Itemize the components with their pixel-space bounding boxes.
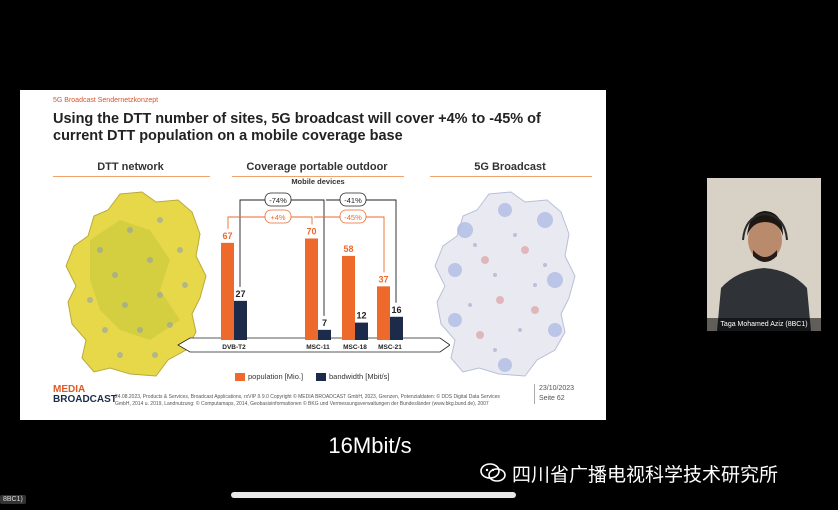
annotation-population-2: -45% [344, 213, 362, 222]
divider [53, 176, 210, 177]
footer-line-2: GmbH, 2014 u. 2019, Landnutzung: © Compu… [115, 401, 489, 407]
label-population-dvb-t2: 67 [222, 231, 232, 241]
slide-date: 23/10/2023 [539, 385, 575, 392]
slide-date-page: 23/10/2023 Seite 62 [534, 384, 574, 404]
wechat-watermark: 四川省广播电视科学技术研究所 [480, 460, 778, 489]
pill-bandwidth-1 [264, 192, 292, 207]
divider [430, 176, 592, 177]
bracket-population-2 [314, 216, 385, 273]
logo-bottom: BROADCAST [53, 394, 117, 405]
annotation-bandwidth-1: -74% [269, 196, 287, 205]
slide-page: Seite 62 [539, 395, 565, 402]
legend-bandwidth-label: bandwidth [Mbit/s] [329, 372, 390, 381]
label-bandwidth-dvb-t2: 27 [235, 289, 245, 299]
tick-dvb-t2: DVB-T2 [222, 344, 246, 351]
divider [232, 176, 404, 177]
pill-population-1 [264, 209, 292, 224]
participant-name-label: Taga Mohamed Aziz (8BC1) [707, 318, 821, 331]
label-bandwidth-msc-21: 16 [391, 305, 401, 315]
tick-msc-18: MSC-18 [343, 344, 367, 351]
bar-population-msc-11 [305, 238, 318, 340]
label-population-msc-11: 70 [306, 227, 316, 237]
bar-population-msc-18 [342, 255, 355, 340]
presenter-silhouette [707, 178, 821, 331]
legend-bandwidth-swatch [316, 373, 326, 382]
webcam-video[interactable] [707, 178, 821, 331]
pill-bandwidth-2 [339, 192, 367, 207]
header-dtt-network: DTT network [97, 161, 164, 173]
slide-title: Using the DTT number of sites, 5G broadc… [53, 111, 541, 144]
label-population-msc-18: 58 [343, 244, 353, 254]
header-5g-broadcast: 5G Broadcast [474, 161, 546, 173]
annotation-bandwidth-2: -41% [344, 196, 362, 205]
tick-msc-21: MSC-21 [378, 344, 402, 351]
footer-line-1: 24.08.2023, Products & Services, Broadca… [115, 394, 500, 400]
bar-bandwidth-dvb-t2 [234, 300, 247, 340]
label-bandwidth-msc-18: 12 [356, 311, 366, 321]
slide-footer-copyright: 24.08.2023, Products & Services, Broadca… [115, 394, 535, 408]
label-population-msc-21: 37 [378, 274, 388, 284]
logo-top: MEDIA [53, 384, 86, 395]
breadcrumb: 5G Broadcast Sendernetzkonzept [53, 97, 159, 104]
caption-subtitle: 16Mbit/s [328, 433, 412, 458]
wechat-account-name: 四川省广播电视科学技术研究所 [512, 465, 779, 486]
pill-population-2 [339, 209, 367, 224]
corner-participant-tag: 8BC1) [0, 495, 26, 504]
axis-band [177, 337, 450, 353]
legend-population-swatch [235, 373, 245, 382]
legend-population-label: population [Mio.] [248, 372, 304, 381]
bar-bandwidth-msc-11 [318, 329, 331, 340]
legend-population: population [Mio.] [235, 372, 304, 382]
bar-population-dvb-t2 [221, 242, 234, 340]
label-bandwidth-msc-11: 7 [322, 318, 327, 328]
header-coverage: Coverage portable outdoor [246, 161, 388, 173]
annotation-population-1: +4% [270, 213, 286, 222]
media-broadcast-logo: MEDIA BROADCAST [53, 385, 117, 405]
coverage-bar-chart: 67 27 DVB-T2 70 7 MSC-11 58 12 MSC-18 37 16 MSC-21 -… [177, 192, 450, 353]
bar-population-msc-21 [377, 286, 390, 340]
header-mobile-devices: Mobile devices [291, 177, 345, 186]
home-indicator-bar[interactable] [231, 492, 516, 498]
presentation-slide: 5G Broadcast Sendernetzkonzept Using the… [20, 90, 606, 420]
tick-msc-11: MSC-11 [306, 344, 330, 351]
wechat-icon [480, 463, 506, 489]
5g-broadcast-map [434, 191, 576, 377]
bar-bandwidth-msc-21 [390, 316, 403, 340]
bar-bandwidth-msc-18 [355, 322, 368, 340]
dtt-network-map [65, 191, 207, 377]
legend-bandwidth: bandwidth [Mbit/s] [316, 372, 390, 382]
